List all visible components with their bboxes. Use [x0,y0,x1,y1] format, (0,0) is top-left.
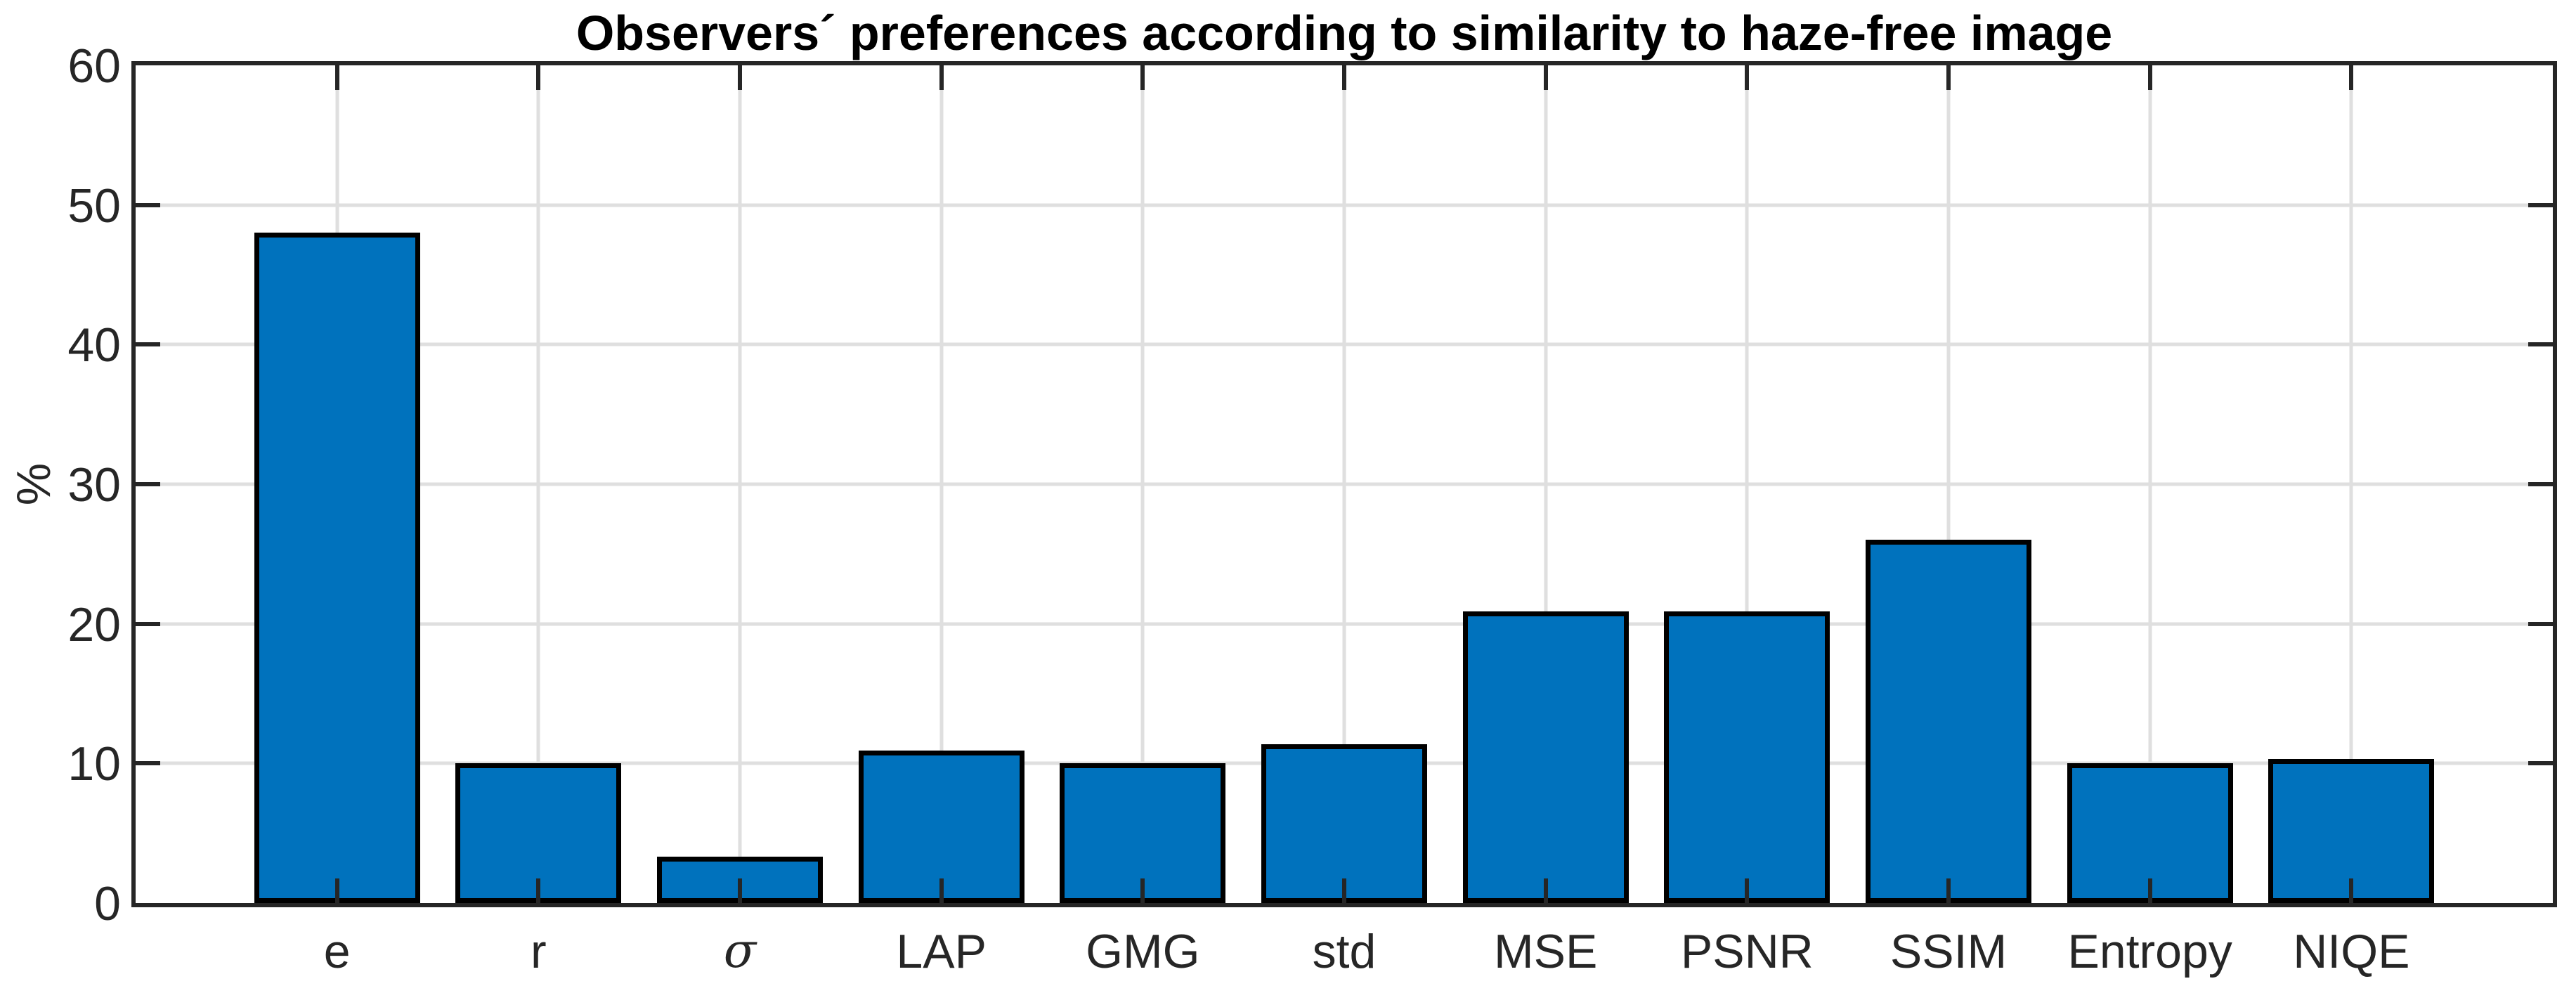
x-tick-top-e [334,65,339,90]
x-tick-labels: e r σ LAP GMG std MSE PSNR SSIM Entropy NIQE [136,928,2553,991]
gridline-x-Entropy [2148,65,2152,903]
x-tick-top-Entropy [2147,65,2152,90]
x-tick-bottom-σ [738,878,742,903]
x-tick-top-σ [738,65,742,90]
x-tick-label-σ: σ [723,923,757,979]
gridline-x-LAP [939,65,944,903]
gridline-x-std [1342,65,1346,903]
gridline-x-σ [738,65,742,903]
bar-std [1261,744,1427,903]
y-tick-label-60: 60 [67,39,121,93]
gridline-x-PSNR [1745,65,1749,903]
x-tick-label-e: e [323,925,351,978]
x-tick-bottom-std [1342,878,1346,903]
y-tick-labels: 0 10 20 30 40 50 60 [15,42,121,928]
y-tick-label-30: 30 [67,458,121,512]
x-tick-bottom-e [334,878,339,903]
x-tick-label-MSE: MSE [1493,925,1598,978]
x-tick-label-SSIM: SSIM [1889,925,2008,978]
x-tick-bottom-GMG [1140,878,1145,903]
x-tick-label-std: std [1312,925,1377,978]
gridline-x-SSIM [1946,65,1951,903]
x-tick-label-r: r [531,925,547,978]
x-tick-bottom-r [536,878,541,903]
y-tick-right-10 [2528,761,2553,766]
x-tick-bottom-PSNR [1745,878,1750,903]
y-tick-right-50 [2528,202,2553,207]
x-tick-bottom-Entropy [2147,878,2152,903]
y-tick-label-50: 50 [67,179,121,233]
x-tick-label-GMG: GMG [1086,925,1200,978]
x-tick-top-GMG [1140,65,1145,90]
bar-e [254,233,420,903]
x-tick-top-std [1342,65,1346,90]
y-tick-left-40 [136,342,160,347]
y-tick-left-50 [136,202,160,207]
gridline-x-MSE [1544,65,1548,903]
chart-title: Observers´ preferences according to simi… [575,6,2113,60]
y-tick-label-10: 10 [67,737,121,791]
x-tick-bottom-SSIM [1946,878,1951,903]
x-tick-top-SSIM [1946,65,1951,90]
x-tick-bottom-LAP [939,878,944,903]
y-tick-left-20 [136,621,160,626]
y-tick-right-20 [2528,621,2553,626]
plot-area [131,61,2557,907]
y-tick-right-40 [2528,342,2553,347]
x-tick-top-r [536,65,541,90]
x-tick-bottom-NIQE [2349,878,2354,903]
x-tick-bottom-MSE [1543,878,1548,903]
x-tick-label-LAP: LAP [896,925,987,978]
gridline-x-r [536,65,540,903]
y-tick-right-30 [2528,482,2553,486]
x-tick-top-PSNR [1745,65,1750,90]
bar-SSIM [1866,540,2031,903]
gridline-x-NIQE [2349,65,2353,903]
y-tick-label-20: 20 [67,597,121,651]
bar-LAP [858,751,1024,903]
x-tick-top-MSE [1543,65,1548,90]
x-tick-label-NIQE: NIQE [2293,925,2410,978]
bar-PSNR [1664,611,1830,903]
ticks-layer [136,65,2553,903]
y-tick-left-30 [136,482,160,486]
gridline-x-GMG [1140,65,1145,903]
y-tick-label-40: 40 [67,318,121,372]
x-tick-label-PSNR: PSNR [1680,925,1814,978]
bar-MSE [1462,611,1629,903]
y-tick-left-10 [136,761,160,766]
x-tick-top-LAP [939,65,944,90]
x-tick-label-Entropy: Entropy [2067,925,2232,978]
y-tick-label-0: 0 [94,877,121,930]
x-tick-top-NIQE [2349,65,2354,90]
